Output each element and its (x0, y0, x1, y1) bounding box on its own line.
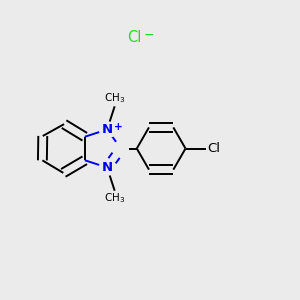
Text: Cl: Cl (208, 142, 221, 155)
Text: N: N (102, 161, 113, 174)
Text: Cl: Cl (127, 30, 141, 45)
Text: −: − (144, 29, 154, 42)
Text: N: N (102, 123, 113, 136)
Text: CH$_3$: CH$_3$ (104, 192, 125, 206)
Text: +: + (114, 122, 123, 131)
Text: CH$_3$: CH$_3$ (104, 92, 125, 105)
